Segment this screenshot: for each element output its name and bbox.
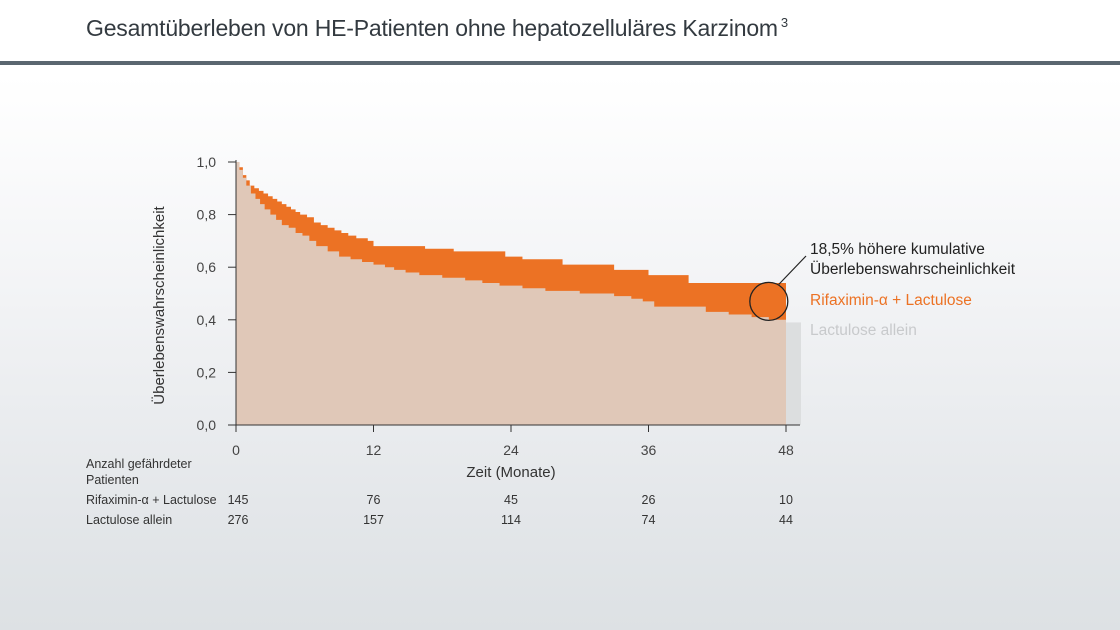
risk-row-value: 114 bbox=[501, 513, 521, 527]
annotation-circle bbox=[749, 281, 789, 322]
legend-lactulose: Lactulose allein bbox=[810, 322, 917, 339]
x-axis-title: Zeit (Monate) bbox=[466, 464, 555, 481]
y-tick-label: 1,0 bbox=[197, 154, 217, 170]
x-tick-label: 36 bbox=[641, 442, 657, 458]
annotation-line-2: Überlebenswahrscheinlichkeit bbox=[810, 260, 1016, 278]
y-tick-label: 0,2 bbox=[197, 364, 217, 380]
footnote-marker: 3 bbox=[780, 15, 788, 30]
x-tick-label: 0 bbox=[232, 442, 240, 458]
series-lactulose-area bbox=[236, 162, 786, 425]
legend-rifaximin: Rifaximin-α + Lactulose bbox=[810, 292, 972, 309]
page-title-text: Gesamtüberleben von HE-Patienten ohne he… bbox=[86, 15, 778, 41]
risk-row-value: 45 bbox=[504, 493, 518, 507]
risk-row-value: 276 bbox=[227, 513, 249, 527]
risk-table-title-line-1: Anzahl gefährdeter bbox=[86, 457, 192, 471]
risk-row-value: 145 bbox=[227, 493, 249, 507]
risk-row-label: Rifaximin-α + Lactulose bbox=[86, 493, 217, 507]
risk-row-value: 44 bbox=[779, 513, 793, 527]
x-tick-label: 48 bbox=[778, 442, 794, 458]
lactulose-tail-band bbox=[786, 322, 801, 425]
risk-row-value: 26 bbox=[641, 493, 656, 507]
risk-table-title-line-2: Patienten bbox=[86, 473, 139, 487]
risk-row-value: 10 bbox=[779, 493, 793, 507]
y-tick-label: 0,6 bbox=[197, 259, 217, 275]
annotation-line-1: 18,5% höhere kumulative bbox=[810, 241, 985, 258]
y-axis-title: Überlebenswahrscheinlichkeit bbox=[150, 205, 168, 404]
risk-row-value: 74 bbox=[641, 513, 656, 527]
y-tick-label: 0,8 bbox=[197, 207, 217, 223]
risk-row-value: 76 bbox=[366, 493, 381, 507]
risk-row-value: 157 bbox=[363, 513, 384, 527]
risk-row-label: Lactulose allein bbox=[86, 513, 173, 527]
x-tick-label: 24 bbox=[503, 442, 519, 458]
y-tick-label: 0,4 bbox=[197, 312, 217, 328]
page-title: Gesamtüberleben von HE-Patienten ohne he… bbox=[86, 15, 788, 42]
y-tick-label: 0,0 bbox=[197, 417, 217, 433]
x-tick-label: 12 bbox=[366, 442, 382, 458]
annotation-leader-line bbox=[778, 255, 807, 285]
header-bar: Gesamtüberleben von HE-Patienten ohne he… bbox=[0, 0, 1120, 65]
